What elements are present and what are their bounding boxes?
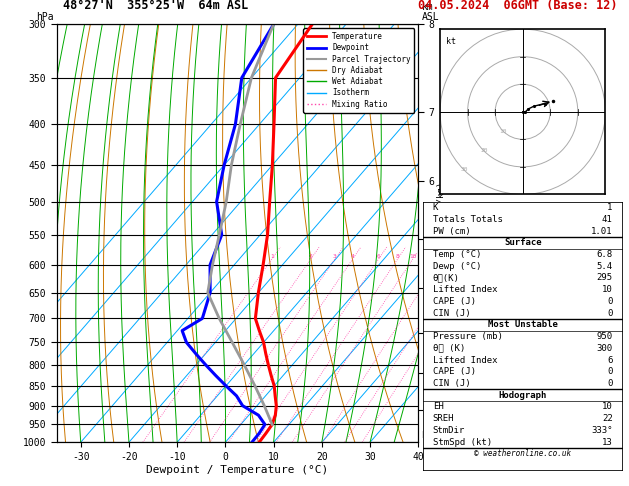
Text: Hodograph: Hodograph [499, 391, 547, 399]
Text: StmDir: StmDir [433, 426, 465, 435]
Text: Surface: Surface [504, 238, 542, 247]
Text: 1.01: 1.01 [591, 226, 613, 236]
Text: 10: 10 [499, 129, 507, 134]
Text: CAPE (J): CAPE (J) [433, 297, 476, 306]
Text: 6.8: 6.8 [596, 250, 613, 259]
Text: Lifted Index: Lifted Index [433, 285, 497, 294]
Text: EH: EH [433, 402, 443, 412]
Text: K: K [433, 203, 438, 212]
Text: 04.05.2024  06GMT (Base: 12): 04.05.2024 06GMT (Base: 12) [418, 0, 618, 12]
Text: Lifted Index: Lifted Index [433, 356, 497, 364]
X-axis label: Dewpoint / Temperature (°C): Dewpoint / Temperature (°C) [147, 465, 328, 475]
Text: θᴇ(K): θᴇ(K) [433, 274, 460, 282]
Text: CAPE (J): CAPE (J) [433, 367, 476, 376]
Text: Dewp (°C): Dewp (°C) [433, 261, 481, 271]
Text: 10: 10 [409, 254, 416, 259]
Text: Temp (°C): Temp (°C) [433, 250, 481, 259]
Text: 30: 30 [461, 167, 469, 172]
Text: 0: 0 [608, 367, 613, 376]
Text: 295: 295 [596, 274, 613, 282]
Text: 20: 20 [481, 148, 488, 153]
Text: 6: 6 [608, 356, 613, 364]
Text: 22: 22 [602, 414, 613, 423]
Text: PW (cm): PW (cm) [433, 226, 470, 236]
Text: 10: 10 [602, 402, 613, 412]
Text: SREH: SREH [433, 414, 454, 423]
Text: CIN (J): CIN (J) [433, 379, 470, 388]
Text: kt: kt [445, 37, 455, 47]
Text: hPa: hPa [36, 12, 53, 22]
Text: 950: 950 [596, 332, 613, 341]
Text: Totals Totals: Totals Totals [433, 215, 503, 224]
Text: LCL: LCL [421, 431, 436, 440]
Text: θᴇ (K): θᴇ (K) [433, 344, 465, 353]
Text: 0: 0 [608, 297, 613, 306]
Y-axis label: Mixing Ratio (g/kg): Mixing Ratio (g/kg) [437, 182, 447, 284]
Text: 0: 0 [608, 379, 613, 388]
Legend: Temperature, Dewpoint, Parcel Trajectory, Dry Adiabat, Wet Adiabat, Isotherm, Mi: Temperature, Dewpoint, Parcel Trajectory… [303, 28, 415, 112]
Text: 4: 4 [351, 254, 355, 259]
Text: km
ASL: km ASL [421, 2, 439, 22]
Text: CIN (J): CIN (J) [433, 309, 470, 317]
Text: 13: 13 [602, 437, 613, 447]
Text: 10: 10 [602, 285, 613, 294]
Text: 2: 2 [309, 254, 313, 259]
Text: 41: 41 [602, 215, 613, 224]
Text: 3: 3 [333, 254, 337, 259]
Text: 1: 1 [608, 203, 613, 212]
Text: 48°27'N  355°25'W  64m ASL: 48°27'N 355°25'W 64m ASL [63, 0, 248, 12]
Text: 300: 300 [596, 344, 613, 353]
Text: Pressure (mb): Pressure (mb) [433, 332, 503, 341]
Text: 1: 1 [270, 254, 274, 259]
Text: 6: 6 [377, 254, 381, 259]
Text: 333°: 333° [591, 426, 613, 435]
Text: StmSpd (kt): StmSpd (kt) [433, 437, 492, 447]
Text: 0: 0 [608, 309, 613, 317]
Text: 8: 8 [396, 254, 399, 259]
Text: Most Unstable: Most Unstable [487, 320, 558, 330]
Text: © weatheronline.co.uk: © weatheronline.co.uk [474, 450, 571, 458]
Text: 5.4: 5.4 [596, 261, 613, 271]
